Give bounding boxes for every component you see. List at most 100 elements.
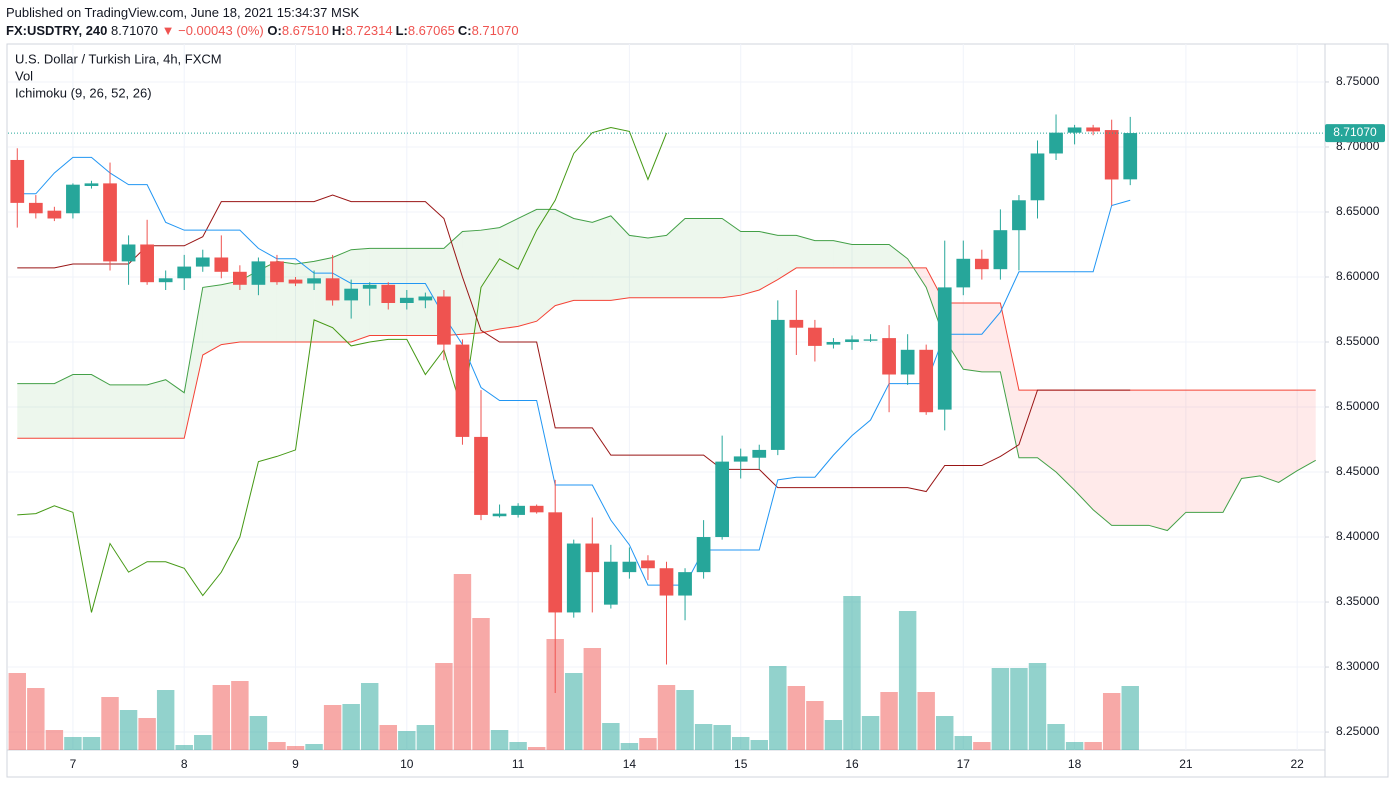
- y-tick-label: 8.65000: [1336, 204, 1380, 218]
- candle-body: [195, 257, 210, 267]
- volume-bar: [27, 688, 45, 750]
- cloud-fill: [1056, 390, 1075, 491]
- candle-body: [919, 349, 934, 413]
- ohlc-label: L:: [395, 23, 408, 38]
- cloud-fill: [1148, 390, 1168, 531]
- candle-body: [511, 505, 525, 515]
- cloud-fill: [1204, 390, 1223, 513]
- x-tick-label: 21: [1179, 757, 1193, 771]
- candle-body: [937, 287, 952, 410]
- published: Published on TradingView.com, June 18, 2…: [6, 5, 360, 20]
- cloud-fill: [1241, 390, 1261, 479]
- cloud-fill: [555, 209, 574, 306]
- cloud-fill: [110, 384, 129, 439]
- volume-bar: [1010, 668, 1028, 750]
- plot: [8, 114, 1325, 750]
- y-tick-label: 8.40000: [1336, 529, 1380, 543]
- cloud-fill: [462, 230, 482, 335]
- volume-bar: [398, 731, 416, 750]
- cloud-fill: [1018, 390, 1038, 458]
- cloud-fill: [91, 374, 111, 439]
- cloud-fill: [1037, 390, 1057, 473]
- x-tick-label: 17: [957, 757, 971, 771]
- candle-body: [622, 561, 637, 573]
- last-price-box: [1325, 124, 1385, 143]
- cloud-fill: [1222, 390, 1242, 513]
- cloud-fill: [629, 235, 648, 298]
- cloud-fill: [35, 383, 55, 439]
- cloud-fill: [1297, 390, 1316, 471]
- volume-bar: [379, 725, 397, 750]
- candle-body: [121, 244, 136, 262]
- volume-bar: [694, 724, 713, 750]
- candle-body: [678, 572, 692, 596]
- volume-bar: [1121, 686, 1139, 750]
- candle-body: [1049, 132, 1063, 154]
- cloud-fill: [536, 209, 556, 322]
- cloud-fill: [128, 384, 148, 439]
- x-tick-label: 16: [845, 757, 859, 771]
- candle-body: [251, 261, 266, 285]
- y-tick-label: 8.25000: [1336, 724, 1380, 738]
- ohlc-label: C:: [457, 23, 472, 38]
- candle-body: [808, 327, 822, 346]
- x-tick-label: 10: [400, 757, 414, 771]
- candle-body: [1123, 133, 1138, 180]
- candle-body: [66, 184, 80, 214]
- frame: [6, 43, 1389, 778]
- ohlc-value: 8.67065: [407, 23, 455, 38]
- candle-body: [344, 288, 359, 301]
- cloud-fill: [17, 383, 36, 439]
- volume-bar: [917, 692, 935, 750]
- candle-body: [1086, 127, 1100, 132]
- cloud-fill: [1074, 390, 1094, 510]
- candle-body: [325, 278, 340, 301]
- cloud-fill: [1093, 390, 1112, 526]
- cloud-fill: [1185, 390, 1205, 513]
- volume-bar: [323, 705, 342, 750]
- candle-body: [603, 561, 618, 605]
- cloud-fill: [851, 244, 871, 268]
- cloud-fill: [963, 302, 982, 372]
- candle-body: [863, 339, 878, 341]
- volume-bar: [416, 725, 435, 750]
- last-price-label: 8.71070: [1333, 125, 1377, 139]
- volume-bar: [286, 746, 305, 750]
- cloud-fill: [184, 287, 203, 439]
- x-tick-label: 8: [181, 757, 188, 771]
- candle-body: [548, 512, 563, 613]
- y-tick-label: 8.50000: [1336, 399, 1380, 413]
- candle-body: [381, 284, 396, 303]
- candle-body: [399, 297, 414, 303]
- volume-bar: [546, 639, 564, 750]
- grid: [8, 44, 1325, 750]
- cloud-fill: [406, 248, 426, 336]
- candle-body: [641, 560, 655, 569]
- volume-bar: [861, 716, 880, 750]
- candle-body: [733, 456, 748, 462]
- candle-body: [492, 513, 507, 517]
- cloud-fill: [295, 261, 315, 343]
- volume-bar: [565, 673, 583, 750]
- candle-body: [845, 339, 859, 343]
- cloud-fill: [1000, 302, 1019, 458]
- x-tick-label: 22: [1290, 757, 1304, 771]
- cloud-fill: [499, 218, 519, 330]
- volume-bar: [620, 743, 639, 750]
- y-tick-label: 8.30000: [1336, 659, 1380, 673]
- volume-bar: [1102, 693, 1121, 750]
- candle-body: [1030, 153, 1045, 201]
- cloud-fill: [351, 248, 370, 343]
- candle-body: [1012, 200, 1026, 231]
- cloud-fill: [332, 249, 352, 343]
- y-tick-label: 8.60000: [1336, 269, 1380, 283]
- candle-body: [585, 543, 600, 573]
- candle-body: [566, 543, 581, 613]
- cloud-fill: [369, 248, 389, 336]
- volume-bar: [268, 742, 286, 750]
- volume-bar: [194, 735, 212, 750]
- candle-body: [455, 344, 470, 437]
- candle-body: [177, 266, 192, 279]
- candle-body: [307, 278, 321, 284]
- volume-bar: [156, 690, 175, 750]
